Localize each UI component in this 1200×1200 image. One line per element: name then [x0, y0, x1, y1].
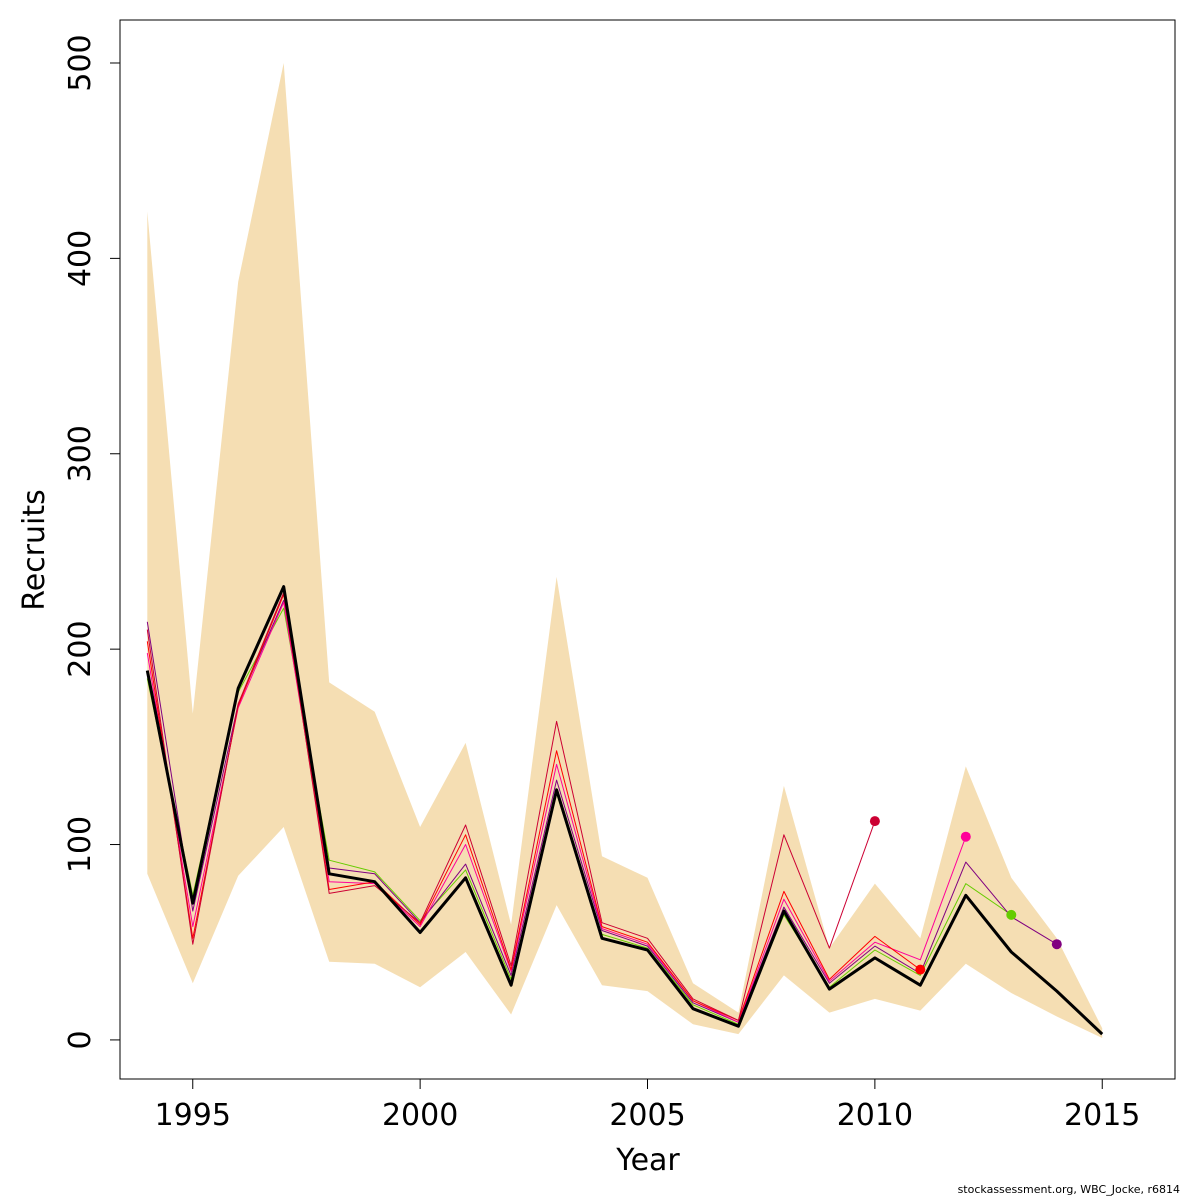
- series-line-5: [146, 593, 921, 1021]
- x-tick-label: 1995: [155, 1098, 231, 1133]
- x-tick-label: 2010: [837, 1098, 913, 1133]
- y-tick-label: 500: [63, 34, 98, 91]
- x-tick-label: 2005: [609, 1098, 685, 1133]
- series-line-4: [146, 601, 967, 1023]
- x-tick-label: 2000: [382, 1098, 458, 1133]
- series-end-point-6: [869, 816, 880, 827]
- footer-credit: stockassessment.org, WBC_Jocke, r6814: [958, 1183, 1180, 1196]
- series-end-point-3: [1051, 939, 1062, 950]
- series-layer: [145, 585, 1104, 1036]
- y-tick-label: 400: [63, 230, 98, 287]
- y-tick-label: 300: [63, 425, 98, 482]
- confidence-band-layer: [147, 63, 1103, 1038]
- y-tick-label: 0: [63, 1030, 98, 1049]
- x-axis: 1995 2000 2005 2010 2015: [155, 1078, 1140, 1133]
- x-tick-label: 2015: [1064, 1098, 1140, 1133]
- x-axis-label: Year: [615, 1143, 680, 1178]
- confidence-band: [147, 63, 1103, 1038]
- series-end-point-5: [915, 964, 926, 975]
- series-end-point-2: [1006, 909, 1017, 920]
- y-tick-label: 100: [63, 816, 98, 873]
- marker-layer: [869, 816, 1062, 975]
- series-line-1: [145, 585, 1104, 1036]
- y-axis: 0 100 200 300 400 500: [63, 34, 121, 1049]
- y-axis-label: Recruits: [17, 489, 52, 611]
- series-line-6: [146, 592, 876, 1021]
- y-tick-label: 200: [63, 620, 98, 677]
- series-end-point-4: [960, 831, 971, 842]
